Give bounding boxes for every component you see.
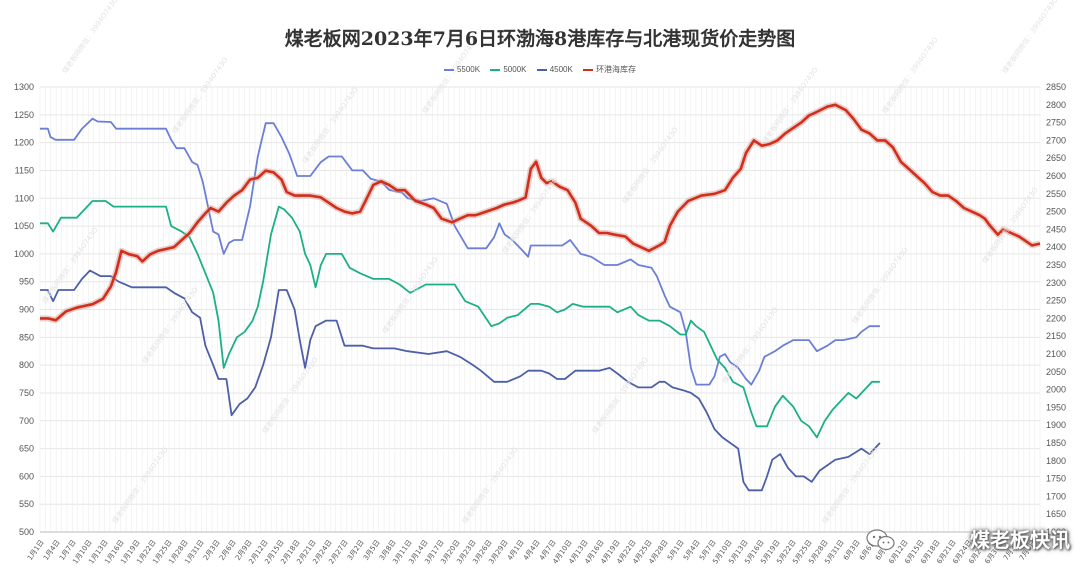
left-tick-label: 1200 [14,138,34,148]
right-axis-ticks: 1600 1650 1700 1750 1800 1850 1900 1950 2000 2050… [1046,82,1066,537]
legend-swatch [443,68,454,71]
left-tick-label: 800 [19,360,34,370]
right-tick-label: 1850 [1046,438,1066,448]
right-tick-label: 1900 [1046,420,1066,430]
left-tick-label: 1300 [14,82,34,92]
right-tick-label: 1650 [1046,509,1066,519]
legend-item-5500k[interactable]: 5500K [443,65,480,74]
right-tick-label: 2100 [1046,349,1066,359]
left-tick-label: 550 [19,499,34,509]
right-tick-label: 2850 [1046,82,1066,92]
legend-swatch [536,68,547,71]
chart-title: 煤老板网2023年7月6日环渤海8港库存与北港现货价走势图 [284,28,796,50]
legend[interactable]: 5500K 5000K 4500K 环港海库存 [0,64,1080,75]
right-tick-label: 1750 [1046,474,1066,484]
right-tick-label: 2150 [1046,331,1066,341]
right-tick-label: 1950 [1046,402,1066,412]
left-tick-label: 750 [19,388,34,398]
legend-item-4500k[interactable]: 4500K [536,65,573,74]
right-tick-label: 2750 [1046,118,1066,128]
series-line-5000k [40,200,880,439]
right-tick-label: 2250 [1046,296,1066,306]
right-tick-label: 1700 [1046,491,1066,501]
grid-lines [39,86,1041,533]
legend-swatch [583,68,594,71]
right-tick-label: 2800 [1046,100,1066,110]
brand-logo-text: 煤老板快讯 [970,528,1070,552]
series-layer [40,101,1041,492]
right-tick-label: 2500 [1046,207,1066,217]
left-tick-label: 650 [19,444,34,454]
left-tick-label: 900 [19,305,34,315]
right-tick-label: 2450 [1046,224,1066,234]
left-tick-label: 850 [19,332,34,342]
left-tick-label: 700 [19,416,34,426]
right-tick-label: 2650 [1046,153,1066,163]
left-tick-label: 500 [19,527,34,537]
right-tick-label: 2400 [1046,242,1066,252]
legend-item-inventory[interactable]: 环港海库存 [583,64,636,75]
series-line-inventory [40,103,1041,322]
left-tick-label: 1100 [15,193,34,203]
legend-item-5000k[interactable]: 5000K [490,65,526,74]
left-axis-ticks: 500 550 600 650 700 750 800 850 900 950 1000 1050 11… [14,82,34,537]
right-tick-label: 1800 [1046,456,1066,466]
right-tick-label: 2550 [1046,189,1066,199]
legend-swatch [490,68,501,71]
left-tick-label: 1000 [14,249,34,259]
series-line-4500k [40,269,881,492]
right-tick-label: 2300 [1046,278,1066,288]
series-line-5500k [40,117,880,386]
left-tick-label: 600 [19,471,34,481]
right-tick-label: 2350 [1046,260,1066,270]
right-tick-label: 2700 [1046,135,1066,145]
right-tick-label: 2050 [1046,367,1066,377]
right-tick-label: 2000 [1046,385,1066,395]
right-tick-label: 1600 [1046,527,1066,537]
left-tick-label: 950 [19,277,34,287]
left-tick-label: 1250 [14,110,34,120]
left-tick-label: 1150 [15,165,34,175]
right-tick-label: 2200 [1046,313,1066,323]
wechat-icon [866,529,895,551]
right-tick-label: 2600 [1046,171,1066,181]
left-tick-label: 1050 [14,221,34,231]
